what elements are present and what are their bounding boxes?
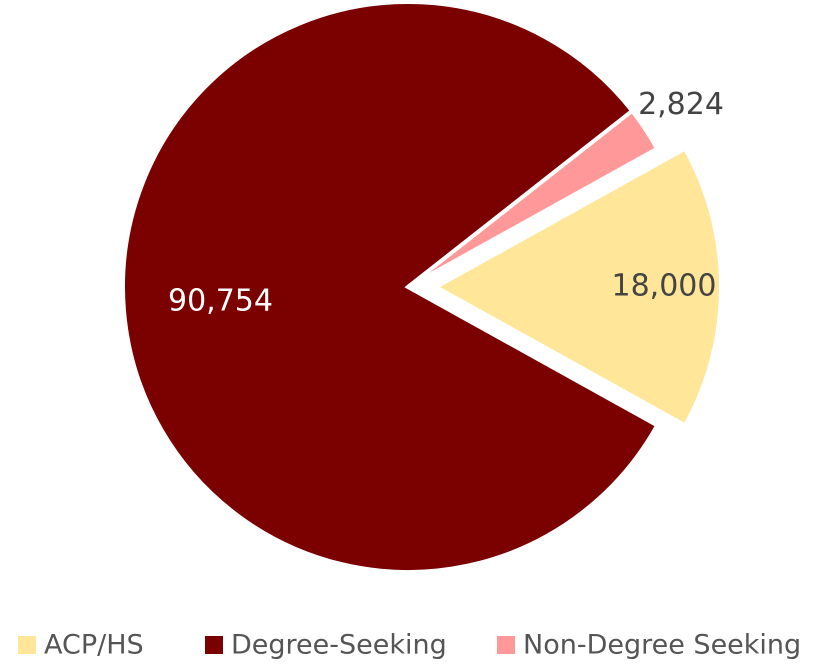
pie-slice: [406, 108, 660, 289]
legend-label: ACP/HS: [44, 630, 144, 661]
pie-slice: [431, 145, 723, 429]
legend-label: Non-Degree Seeking: [523, 630, 801, 661]
data-label: 2,824: [638, 87, 724, 122]
legend-swatch: [205, 636, 223, 654]
legend-swatch: [497, 636, 515, 654]
legend-swatch: [18, 636, 36, 654]
legend-label: Degree-Seeking: [231, 630, 447, 661]
data-label: 18,000: [612, 269, 717, 304]
pie-slice: [121, 0, 660, 574]
data-label: 90,754: [168, 283, 273, 318]
